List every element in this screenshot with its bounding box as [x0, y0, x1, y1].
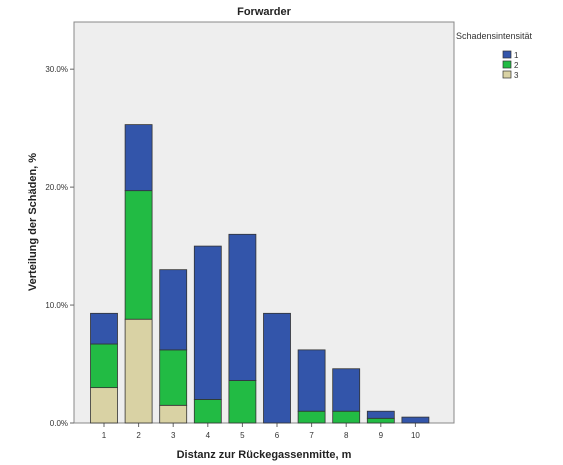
x-tick-label: 7	[309, 431, 314, 440]
legend-swatch	[502, 70, 512, 79]
bar-segment-2	[90, 343, 118, 389]
bar-segment-1	[401, 416, 430, 424]
bar-segment-2	[366, 417, 395, 424]
x-tick-label: 1	[102, 431, 107, 440]
x-axis-label: Distanz zur Rückegassenmitte, m	[177, 449, 352, 461]
bar-segment-2	[124, 190, 153, 320]
y-tick-label: 20.0%	[45, 183, 68, 192]
legend-label: 3	[514, 71, 519, 80]
bar-segment-2	[228, 380, 257, 424]
bar-segment-1	[297, 349, 326, 412]
bar-segment-3	[159, 404, 188, 424]
y-axis-label: Verteilung der Schäden, %	[27, 153, 39, 291]
legend-swatch	[502, 60, 512, 69]
bar-segment-2	[193, 399, 222, 424]
x-tick-label: 5	[240, 431, 245, 440]
bar-segment-3	[124, 318, 153, 424]
bars	[90, 124, 430, 424]
bar-segment-1	[90, 312, 118, 345]
legend-label: 1	[514, 51, 519, 60]
x-axis: 1 2 3 4 5 6 7 8 9 10	[102, 423, 420, 440]
y-axis: 0.0% 10.0% 20.0% 30.0%	[45, 65, 74, 428]
x-tick-label: 10	[411, 431, 420, 440]
legend-label: 2	[514, 61, 519, 70]
y-tick-label: 10.0%	[45, 301, 68, 310]
bar-segment-1	[228, 233, 257, 381]
bar-segment-2	[332, 410, 361, 424]
bar-segment-1	[263, 312, 291, 424]
bar-segment-2	[297, 410, 326, 424]
legend: Schadensintensität 123	[456, 31, 533, 80]
x-tick-label: 8	[344, 431, 349, 440]
bar-segment-1	[366, 410, 395, 419]
x-tick-label: 4	[206, 431, 211, 440]
bar-segment-1	[159, 269, 188, 351]
legend-swatch	[502, 50, 512, 59]
bar-segment-1	[193, 245, 222, 400]
bar-segment-2	[159, 349, 188, 406]
x-tick-label: 6	[275, 431, 280, 440]
legend-title: Schadensintensität	[456, 31, 533, 41]
x-tick-label: 9	[379, 431, 384, 440]
y-tick-label: 30.0%	[45, 65, 68, 74]
bar-segment-1	[124, 124, 153, 192]
bar-segment-3	[90, 387, 118, 424]
bar-segment-1	[332, 368, 361, 412]
chart-title: Forwarder	[237, 6, 292, 18]
x-tick-label: 3	[171, 431, 176, 440]
x-tick-label: 2	[136, 431, 141, 440]
y-tick-label: 0.0%	[50, 419, 68, 428]
